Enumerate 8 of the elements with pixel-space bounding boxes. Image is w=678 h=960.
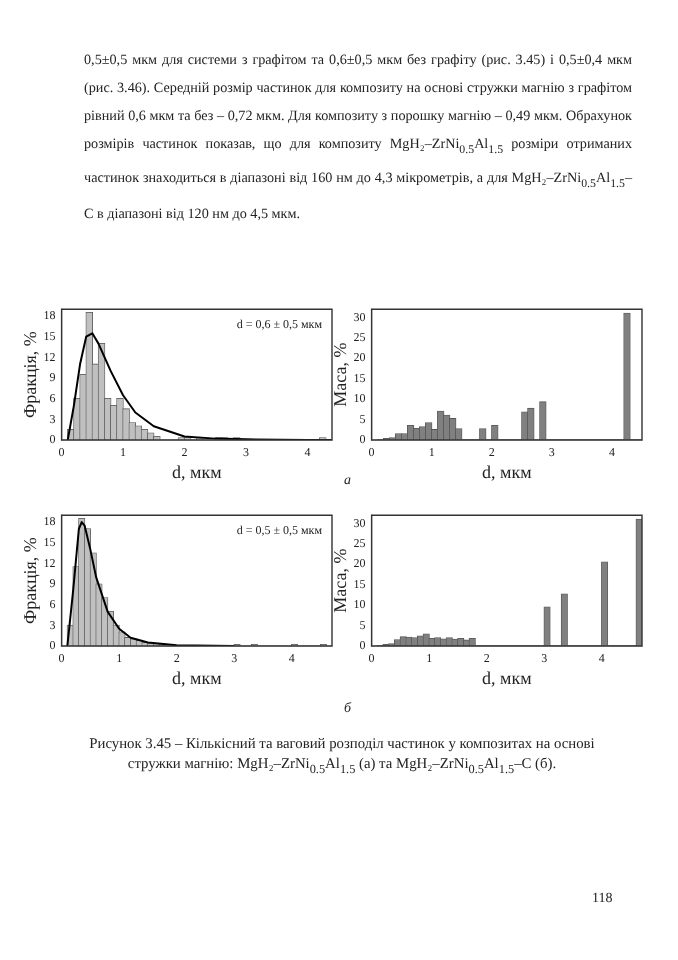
y-axis-title: Маса, % <box>329 341 350 407</box>
y-axis-title: Фракція, % <box>19 330 40 419</box>
y-axis-title: Фракція, % <box>19 536 40 625</box>
y-axis-title: Маса, % <box>329 547 350 613</box>
x-axis-title: d, мкм <box>172 667 223 688</box>
x-axis-title: d, мкм <box>172 461 223 482</box>
x-axis-title: d, мкм <box>482 461 533 482</box>
x-axis-title: d, мкм <box>482 667 533 688</box>
